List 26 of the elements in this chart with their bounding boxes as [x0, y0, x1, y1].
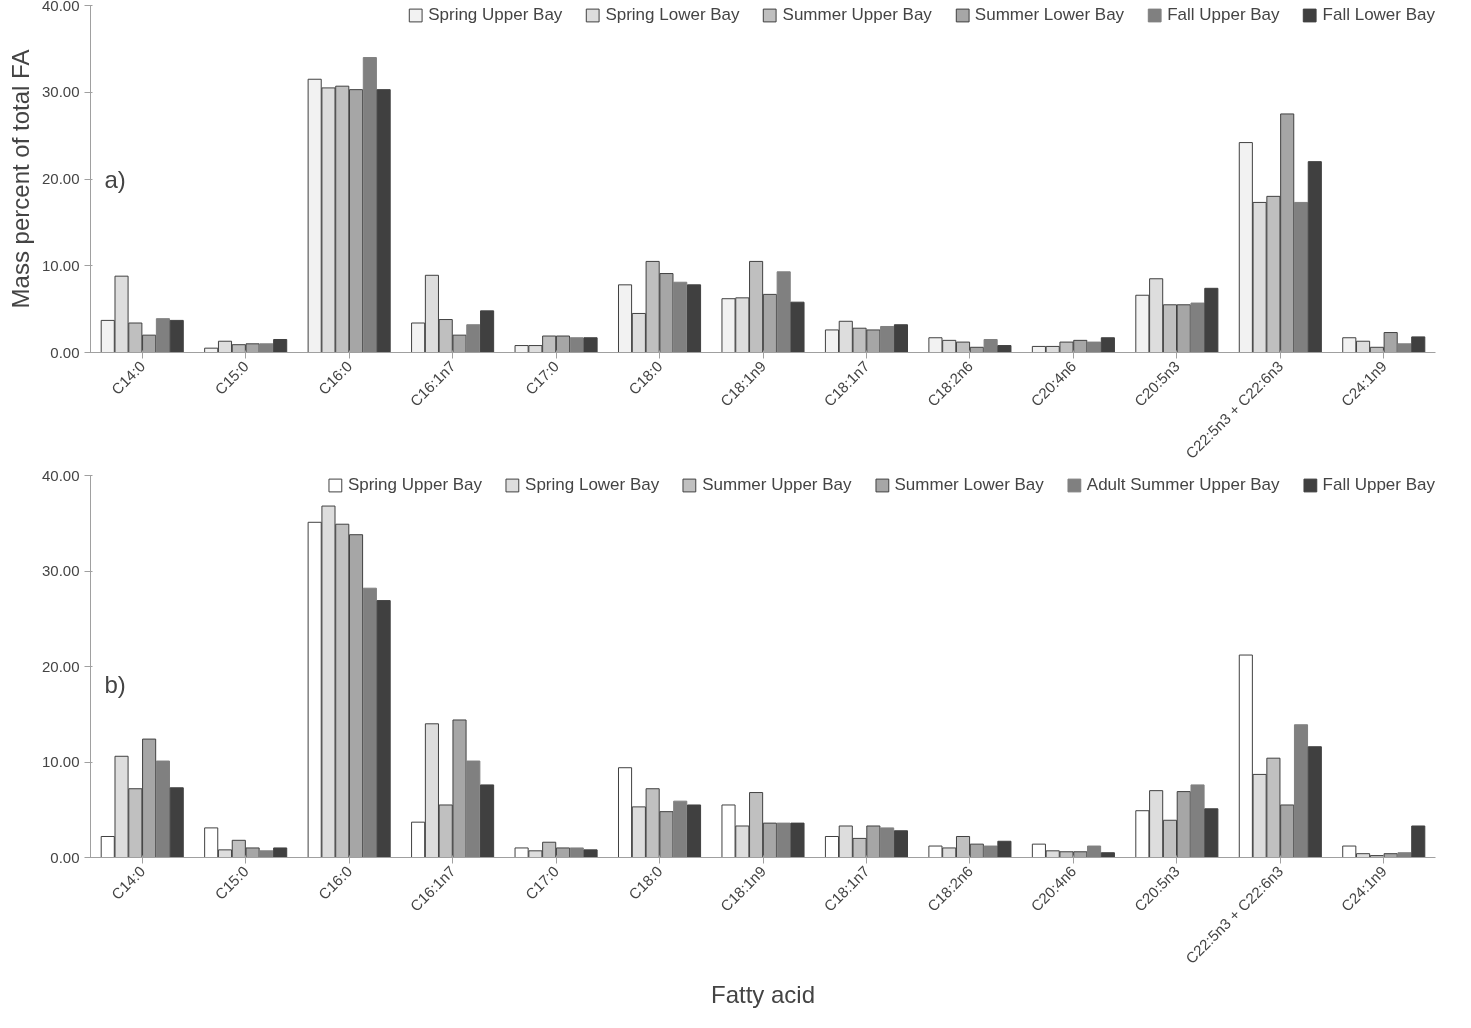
- legend-label: Fall Upper Bay: [1322, 475, 1435, 495]
- legend-label: Summer Upper Bay: [702, 475, 852, 495]
- legend-label: Summer Lower Bay: [974, 5, 1125, 25]
- y-tick-label: 30.00: [41, 83, 80, 101]
- legend-label: Summer Upper Bay: [782, 5, 932, 25]
- y-tick-label: 40.00: [41, 0, 80, 14]
- legend-label: Spring Upper Bay: [347, 475, 483, 495]
- legend-label: Spring Lower Bay: [525, 475, 660, 495]
- y-tick-label: 40.00: [41, 466, 80, 484]
- legend-label: Spring Upper Bay: [428, 5, 563, 25]
- annotation: b): [104, 670, 126, 698]
- y-tick-label: 20.00: [41, 657, 80, 675]
- y-tick-label: 0.00: [50, 343, 80, 361]
- y-tick-label: 0.00: [50, 848, 80, 866]
- y-tick-label: 20.00: [41, 170, 80, 187]
- y-tick-label: 10.00: [41, 256, 80, 274]
- legend-label: Summer Lower Bay: [894, 475, 1044, 495]
- y-axis-title: Mass percent of total FA: [6, 49, 34, 309]
- annotation: a): [104, 165, 126, 193]
- y-tick-label: 10.00: [41, 753, 80, 770]
- legend-label: Spring Lower Bay: [605, 5, 740, 25]
- y-tick-label: 30.00: [41, 562, 80, 579]
- legend-label: Adult Summer Upper Bay: [1086, 475, 1280, 495]
- legend-label: Fall Upper Bay: [1167, 5, 1280, 25]
- legend-label: Fall Lower Bay: [1322, 5, 1435, 25]
- x-axis-title: Fatty acid: [710, 980, 816, 1008]
